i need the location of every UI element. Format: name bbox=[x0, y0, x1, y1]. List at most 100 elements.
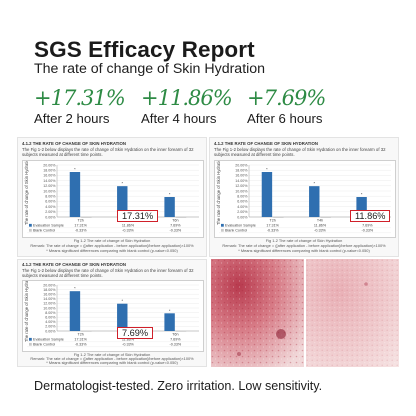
y-tick-label: 6.00% bbox=[45, 200, 56, 204]
significance-marker: * bbox=[361, 192, 363, 197]
chart-remark: Remark: The rate of change = ([after app… bbox=[30, 243, 194, 248]
table-value: -0.33% bbox=[122, 229, 134, 233]
legend-swatch bbox=[221, 228, 224, 232]
y-tick-label: 8.00% bbox=[45, 195, 56, 199]
stat-value: +11.86% bbox=[141, 86, 233, 110]
y-tick-label: 14.00% bbox=[43, 179, 56, 183]
y-axis-label: The rate of change of Skin Hydration bbox=[216, 161, 221, 225]
bar-evaluation-sample bbox=[69, 291, 81, 331]
chart-container: The rate of change of Skin Hydration 0.00… bbox=[22, 280, 204, 352]
significance-marker: * bbox=[121, 298, 123, 303]
page-title: SGS Efficacy Report bbox=[34, 37, 255, 62]
y-tick-label: 10.00% bbox=[235, 189, 248, 193]
bar-evaluation-sample bbox=[356, 197, 367, 217]
chart-remark: Remark: The rate of change = ([after app… bbox=[30, 356, 194, 361]
y-tick-label: 10.00% bbox=[43, 306, 56, 310]
stat-2h: +17.31% After 2 hours bbox=[34, 86, 164, 126]
y-tick-label: 0.00% bbox=[45, 329, 56, 333]
chart-footnote: * Means significant differences comparin… bbox=[46, 248, 178, 253]
y-tick-label: 4.00% bbox=[45, 205, 56, 209]
highlight-callout: 11.86% bbox=[350, 210, 391, 222]
panel-heading: 4.1.2 THE RATE OF CHANGE OF SKIN HYDRATI… bbox=[22, 262, 126, 267]
stat-6h: +7.69% After 6 hours bbox=[247, 86, 377, 126]
y-tick-label: 2.00% bbox=[45, 325, 56, 329]
table-value: -0.33% bbox=[75, 343, 87, 347]
y-tick-label: 12.00% bbox=[235, 184, 248, 188]
table-value: 17.31% bbox=[266, 224, 279, 228]
chart-container: The rate of change of Skin Hydration 0.00… bbox=[22, 160, 204, 238]
report-panel-4h: 4.1.2 THE RATE OF CHANGE OF SKIN HYDRATI… bbox=[209, 137, 399, 257]
legend-swatch bbox=[221, 223, 224, 227]
table-value: -0.33% bbox=[314, 229, 326, 233]
chart-footnote: * Means significant differences comparin… bbox=[238, 248, 370, 253]
page-subtitle: The rate of change of Skin Hydration bbox=[34, 61, 266, 77]
y-axis-label: The rate of change of Skin Hydration bbox=[24, 281, 29, 342]
highlight-callout: 7.69% bbox=[117, 327, 154, 339]
significance-marker: * bbox=[169, 308, 171, 313]
chart-caption: Fig 1-2 The rate of change of Skin Hydra… bbox=[73, 352, 151, 357]
chart-footnote: * Means significant differences comparin… bbox=[46, 360, 178, 365]
highlight-callout: 17.31% bbox=[117, 210, 159, 222]
skin-after-image bbox=[306, 259, 399, 367]
panel-body: The Fig 1-2 below displays the rate of c… bbox=[22, 147, 194, 157]
stat-label: After 6 hours bbox=[247, 111, 323, 126]
bar-chart: The rate of change of Skin Hydration 0.00… bbox=[24, 281, 199, 347]
bar-blank-control bbox=[175, 331, 187, 332]
y-tick-label: 20.00% bbox=[235, 163, 248, 167]
significance-marker: * bbox=[74, 286, 76, 291]
legend-swatch bbox=[29, 337, 32, 341]
table-value: 7.69% bbox=[170, 338, 181, 342]
y-tick-label: 16.00% bbox=[43, 293, 56, 297]
stat-label: After 2 hours bbox=[34, 111, 110, 126]
table-value: 17.31% bbox=[74, 224, 87, 228]
significance-marker: * bbox=[74, 166, 76, 171]
y-tick-label: 2.00% bbox=[237, 210, 248, 214]
table-value: -0.33% bbox=[75, 229, 87, 233]
chart-caption: Fig 1-2 The rate of change of Skin Hydra… bbox=[265, 238, 343, 243]
table-value: 11.86% bbox=[314, 224, 327, 228]
stat-value: +17.31% bbox=[34, 86, 126, 110]
table-value: 11.86% bbox=[122, 338, 135, 342]
x-tick-label: T2h bbox=[77, 333, 83, 337]
y-tick-label: 8.00% bbox=[45, 311, 56, 315]
legend-label: Evaluation Sample bbox=[33, 224, 64, 228]
bar-evaluation-sample bbox=[261, 171, 273, 217]
y-tick-label: 14.00% bbox=[43, 297, 56, 301]
table-value: -0.33% bbox=[361, 229, 373, 233]
table-value: -0.33% bbox=[122, 343, 134, 347]
y-tick-label: 14.00% bbox=[235, 179, 248, 183]
panel-body: The Fig 1-2 below displays the rate of c… bbox=[22, 268, 194, 278]
legend-swatch bbox=[29, 228, 32, 232]
panel-body: The Fig 1-2 below displays the rate of c… bbox=[214, 147, 386, 157]
stat-4h: +11.86% After 4 hours bbox=[141, 86, 271, 126]
y-tick-label: 8.00% bbox=[237, 195, 248, 199]
x-tick-label: T4h bbox=[317, 219, 323, 223]
x-tick-label: T6h bbox=[172, 333, 178, 337]
bar-blank-control bbox=[81, 217, 92, 218]
y-axis-label: The rate of change of Skin Hydration bbox=[24, 161, 29, 225]
y-tick-label: 18.00% bbox=[235, 169, 248, 173]
bar-blank-control bbox=[273, 217, 284, 218]
skin-before-image bbox=[211, 259, 304, 367]
bar-blank-control bbox=[175, 217, 187, 218]
bar-evaluation-sample bbox=[309, 186, 320, 217]
y-tick-label: 12.00% bbox=[43, 302, 56, 306]
panel-heading: 4.1.2 THE RATE OF CHANGE OF SKIN HYDRATI… bbox=[22, 141, 126, 146]
report-panel-6h: 4.1.2 THE RATE OF CHANGE OF SKIN HYDRATI… bbox=[17, 259, 207, 367]
footer-tagline: Dermatologist-tested. Zero irritation. L… bbox=[34, 379, 323, 393]
y-tick-label: 16.00% bbox=[43, 174, 56, 178]
bar-evaluation-sample bbox=[117, 186, 128, 217]
table-value: 7.69% bbox=[362, 224, 373, 228]
y-tick-label: 6.00% bbox=[45, 316, 56, 320]
table-value: 17.31% bbox=[74, 338, 87, 342]
bar-chart: The rate of change of Skin Hydration 0.00… bbox=[216, 161, 391, 233]
table-value: -0.33% bbox=[169, 229, 181, 233]
table-value: 7.69% bbox=[170, 224, 181, 228]
legend-label: Blank Control bbox=[225, 229, 247, 233]
y-tick-label: 16.00% bbox=[235, 174, 248, 178]
legend-label: Blank Control bbox=[33, 343, 55, 347]
table-value: -0.33% bbox=[169, 343, 181, 347]
report-panel-2h: 4.1.2 THE RATE OF CHANGE OF SKIN HYDRATI… bbox=[17, 137, 207, 257]
bar-blank-control bbox=[320, 217, 331, 218]
stat-label: After 4 hours bbox=[141, 111, 217, 126]
